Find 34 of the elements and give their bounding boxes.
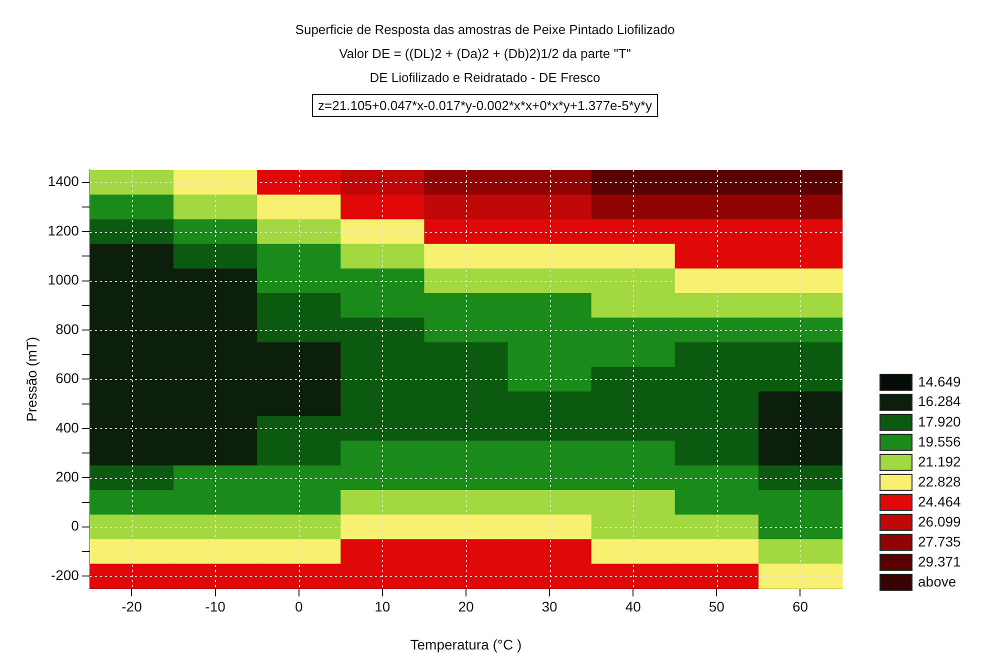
y-axis-title: Pressão (mT) bbox=[23, 336, 40, 422]
y-tick-label: 1000 bbox=[48, 272, 80, 288]
y-tick-label: 1400 bbox=[48, 173, 80, 190]
color-bar-label: 19.556 bbox=[918, 433, 962, 450]
y-tick-label: 1200 bbox=[48, 222, 80, 238]
text: z=21.105+0.047*x-0.017*y-0.002*x*x+0*x*y+1.377e-5*y*y bbox=[312, 94, 658, 117]
color-bar-label: 16.284 bbox=[918, 393, 962, 410]
color-bar-label: 21.192 bbox=[918, 453, 962, 470]
color-bar-label: 29.371 bbox=[918, 553, 962, 570]
x-tick-label: -20 bbox=[122, 598, 142, 615]
x-tick-label: 30 bbox=[542, 598, 558, 615]
y-tick-label: 800 bbox=[56, 320, 80, 337]
color-bar-label: 27.735 bbox=[918, 533, 962, 550]
y-tick-label: 600 bbox=[56, 370, 80, 386]
x-tick-label: -10 bbox=[205, 598, 226, 615]
chart-subtitle: Valor DE = ((DL)2 + (Da)2 + (Db)2)1/2 da parte "T" DE Liofilizado e Reidratado - DE Fresco bbox=[339, 46, 631, 85]
x-tick-label: 20 bbox=[458, 598, 474, 615]
x-tick-label: 10 bbox=[374, 598, 390, 615]
x-axis-title: Temperatura (°C ) bbox=[410, 636, 522, 652]
color-bar-label: 24.464 bbox=[918, 493, 962, 510]
chart-title: Superficie de Resposta das amostras de Peixe Pintado Liofilizado bbox=[295, 22, 675, 37]
color-bar-label: 26.099 bbox=[918, 513, 962, 530]
y-tick-label: 400 bbox=[56, 419, 80, 436]
x-tick-label: 0 bbox=[294, 598, 303, 615]
x-tick-label: 60 bbox=[792, 598, 808, 615]
x-tick-label: 50 bbox=[708, 598, 725, 615]
y-tick-label: -200 bbox=[50, 566, 80, 583]
color-bar-label: above bbox=[918, 573, 956, 590]
y-tick-label: 0 bbox=[71, 518, 80, 534]
color-bar-label: 17.920 bbox=[918, 413, 962, 430]
color-bar-label: 14.649 bbox=[918, 373, 962, 390]
x-tick-label: 40 bbox=[625, 598, 642, 615]
color-bar-label: 22.828 bbox=[918, 473, 962, 490]
y-tick-label: 200 bbox=[56, 468, 80, 485]
